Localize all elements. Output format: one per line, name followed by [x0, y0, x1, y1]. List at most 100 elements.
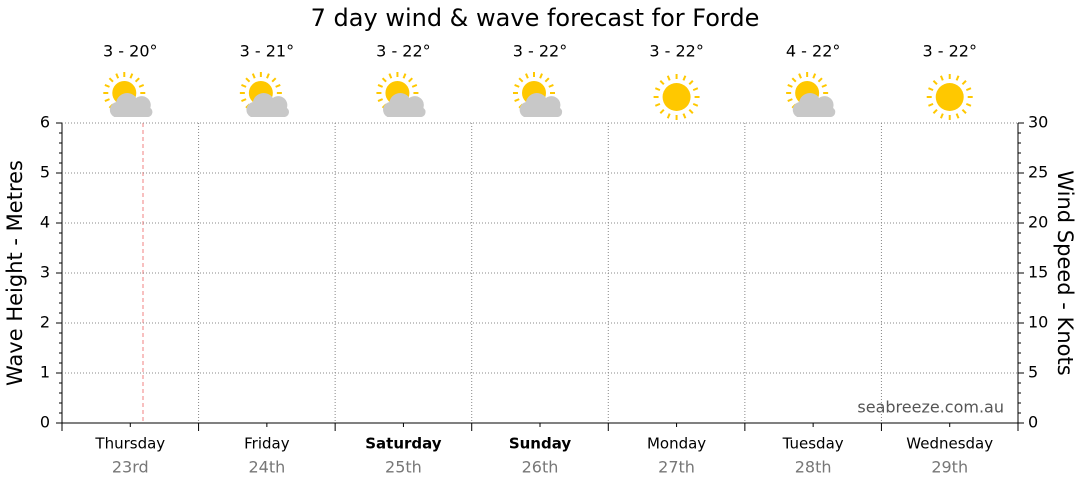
sun-ray — [939, 75, 944, 81]
sun-ray — [791, 77, 797, 83]
y-tick-label: 3 — [40, 263, 50, 282]
weather-icon — [786, 72, 836, 117]
sun-ray — [955, 113, 960, 119]
cloud — [383, 93, 426, 117]
sun-ray — [932, 80, 938, 85]
sun-ray — [666, 75, 671, 81]
sun-ray — [961, 80, 967, 85]
temperature: 4 - 22° — [786, 42, 840, 61]
day-label: Tuesday — [782, 435, 844, 453]
sun-ray — [787, 98, 793, 102]
sun-ray — [961, 109, 967, 114]
date-label: 27th — [658, 458, 695, 477]
y2-axis-label: Wind Speed - Knots — [1053, 170, 1077, 375]
cloud — [109, 93, 153, 117]
sun-ray — [129, 73, 134, 79]
y2-tick-label: 10 — [1028, 313, 1048, 332]
sun-ray — [787, 84, 793, 88]
sun-ray — [965, 102, 972, 107]
date-label: 25th — [385, 458, 422, 477]
y-tick-label: 5 — [40, 163, 50, 182]
y2-tick-label: 15 — [1028, 263, 1048, 282]
sun-ray — [104, 98, 110, 102]
y2-tick-label: 20 — [1028, 213, 1048, 232]
sun-ray — [266, 73, 270, 79]
sun-ray — [115, 73, 120, 79]
y2-tick-label: 30 — [1028, 113, 1048, 132]
sun-ray — [381, 77, 387, 83]
day-label: Monday — [647, 435, 706, 453]
weather-icon — [926, 74, 973, 120]
y2-tick-label: 5 — [1028, 363, 1038, 382]
sun-ray — [411, 84, 418, 88]
sun-ray — [539, 73, 543, 79]
sun-ray — [932, 109, 938, 114]
y-axis-label: Wave Height - Metres — [3, 160, 27, 386]
temperature: 3 - 20° — [103, 42, 157, 61]
sun-ray — [241, 98, 247, 102]
temperature: 3 - 21° — [240, 42, 294, 61]
weather-icon — [239, 72, 289, 117]
temperature: 3 - 22° — [922, 42, 976, 61]
date-label: 26th — [522, 458, 559, 477]
sun-ray — [965, 87, 972, 92]
y-tick-label: 2 — [40, 313, 50, 332]
cloud — [519, 93, 563, 117]
date-label: 23rd — [112, 458, 149, 477]
sun-ray — [548, 84, 554, 88]
sun-ray — [654, 102, 661, 107]
sun-ray — [518, 77, 524, 83]
sun-ray — [939, 113, 944, 119]
sun-ray — [682, 75, 687, 81]
sun-ray — [928, 102, 934, 107]
sun-ray — [544, 77, 550, 83]
sun-ray — [817, 77, 823, 83]
sun-ray — [377, 84, 384, 88]
day-label: Thursday — [94, 435, 165, 453]
sun-ray — [525, 73, 529, 79]
weather-icon — [513, 72, 563, 117]
sun-ray — [955, 75, 960, 81]
day-label: Sunday — [509, 435, 572, 453]
sun-ray — [928, 87, 934, 92]
day-label: Friday — [244, 435, 290, 453]
sun-ray — [104, 84, 110, 88]
temperature: 3 - 22° — [376, 42, 430, 61]
date-label: 28th — [795, 458, 832, 477]
y2-tick-label: 25 — [1028, 163, 1048, 182]
y-tick-label: 0 — [40, 413, 50, 432]
sun-ray — [275, 84, 281, 88]
sun-ray — [688, 80, 694, 85]
sun-ray — [812, 73, 817, 79]
weather-icon — [653, 74, 700, 120]
chart-title: 7 day wind & wave forecast for Forde — [311, 4, 760, 32]
sun — [662, 83, 691, 111]
sun-ray — [692, 87, 699, 92]
sun-ray — [688, 109, 694, 114]
date-label: 24th — [248, 458, 285, 477]
cloud — [246, 93, 289, 117]
y2-tick-label: 0 — [1028, 413, 1038, 432]
sun-ray — [245, 77, 251, 83]
sun-ray — [821, 84, 827, 88]
temperature: 3 - 22° — [513, 42, 567, 61]
sun-ray — [514, 98, 520, 102]
sun-ray — [134, 77, 140, 83]
sun-ray — [408, 77, 413, 83]
sun-ray — [377, 98, 384, 102]
weather-icon — [103, 72, 153, 117]
sun-ray — [402, 73, 407, 79]
sun-ray — [388, 73, 393, 79]
y-tick-label: 4 — [40, 213, 50, 232]
sun-ray — [666, 113, 671, 119]
sun-ray — [659, 109, 665, 114]
temperature: 3 - 22° — [649, 42, 703, 61]
day-label: Saturday — [365, 435, 442, 453]
sun-ray — [138, 84, 145, 88]
sun-ray — [798, 73, 802, 79]
watermark: seabreeze.com.au — [857, 398, 1004, 417]
sun-ray — [251, 73, 256, 79]
sun-ray — [514, 84, 520, 88]
sun-ray — [654, 87, 661, 92]
